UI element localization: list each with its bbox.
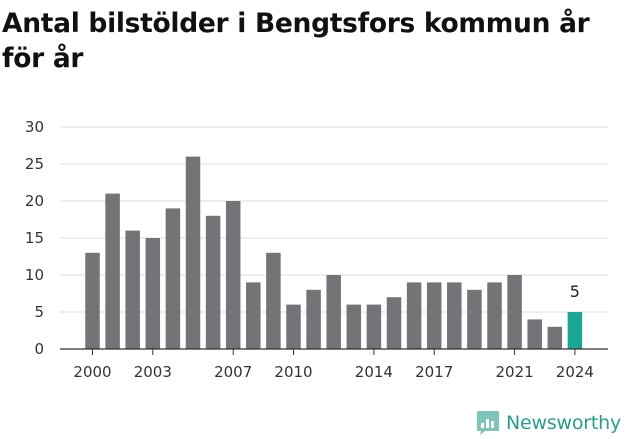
x-axis-ticks: 2000 2003 2007 2010 2014 2017 2021 2024: [73, 349, 594, 381]
bar-2011: [306, 289, 321, 349]
bar-2018: [447, 282, 462, 349]
y-tick-label: 10: [25, 266, 44, 284]
y-tick-label: 5: [34, 303, 44, 321]
brand-name: Newsworthy: [506, 412, 622, 434]
data-label-2024: 5: [570, 282, 580, 301]
bar-2012: [326, 275, 341, 349]
bar-2007: [225, 201, 241, 349]
y-tick-label: 25: [25, 155, 44, 173]
bar-2013: [346, 304, 362, 349]
bar-2005: [185, 156, 201, 349]
bar-2004: [165, 208, 181, 349]
bar-2002: [125, 230, 140, 349]
bar-2023: [547, 326, 563, 349]
y-tick-label: 15: [25, 229, 44, 247]
y-tick-label: 0: [34, 340, 44, 358]
x-tick-label: 2000: [73, 363, 111, 381]
y-tick-label: 20: [25, 192, 44, 210]
bar-2024: [567, 312, 583, 349]
data-labels: 5: [570, 282, 580, 301]
y-tick-label: 30: [25, 118, 44, 136]
x-tick-label: 2014: [355, 363, 393, 381]
bars: [85, 156, 583, 349]
bar-2006: [205, 215, 221, 349]
bar-2008: [246, 282, 261, 349]
bar-2003: [145, 238, 161, 349]
x-tick-label: 2021: [496, 363, 534, 381]
bar-2009: [266, 252, 281, 349]
bar-2019: [467, 289, 482, 349]
bar-2017: [426, 282, 442, 349]
x-tick-label: 2010: [274, 363, 312, 381]
bar-2015: [386, 297, 402, 349]
x-tick-label: 2024: [556, 363, 594, 381]
bar-2022: [527, 319, 542, 349]
newsworthy-logo-icon: [477, 411, 499, 435]
bar-2010: [286, 304, 301, 349]
x-tick-label: 2007: [214, 363, 252, 381]
bar-2020: [487, 282, 502, 349]
x-tick-label: 2017: [415, 363, 453, 381]
brand: Newsworthy: [476, 407, 621, 439]
bar-2021: [507, 275, 522, 349]
y-axis-tick-labels: 0 5 10 15 20 25 30: [25, 118, 44, 358]
chart-title: Antal bilstölder i Bengtsfors kommun år …: [2, 8, 590, 74]
bar-2001: [105, 193, 120, 349]
bar-2016: [406, 282, 422, 349]
bar-2014: [366, 304, 382, 349]
bar-2000: [85, 252, 100, 349]
x-tick-label: 2003: [134, 363, 172, 381]
